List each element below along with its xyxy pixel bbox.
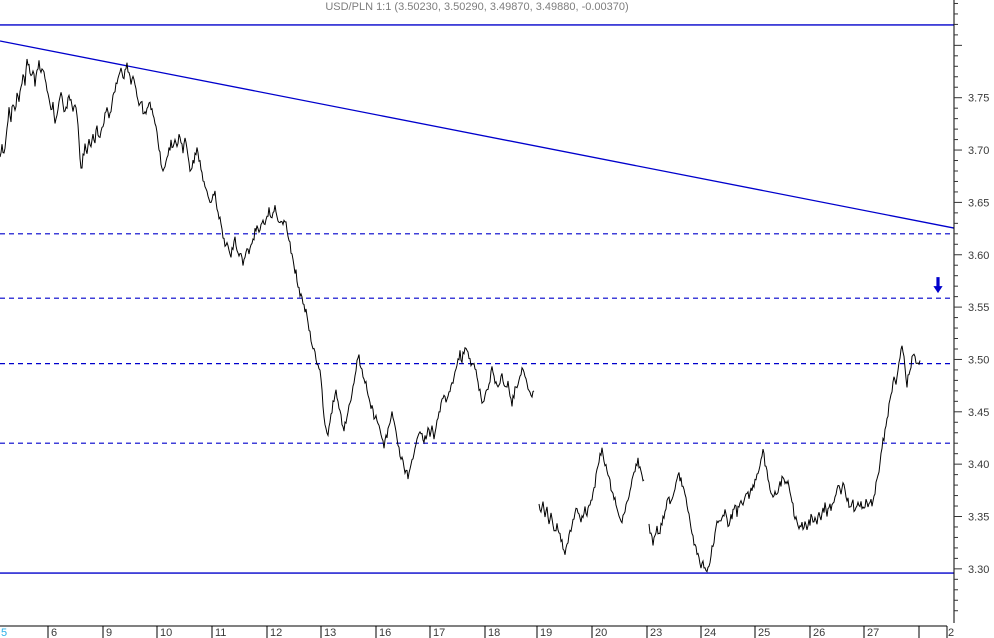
chart-title: USD/PLN 1:1 (3.50230, 3.50290, 3.49870, … <box>325 1 629 13</box>
x-axis-date-label: 27 <box>867 627 879 638</box>
y-axis-label: 3.35 <box>968 512 989 524</box>
x-axis-date-label: 18 <box>488 627 500 638</box>
price-line <box>0 58 921 573</box>
y-axis-label: 3.75 <box>968 93 989 105</box>
price-series <box>0 58 921 573</box>
x-axis-date-label: 23 <box>650 627 662 638</box>
x-axis-date-label: 19 <box>540 627 552 638</box>
x-axis-date-label: 11 <box>215 627 226 638</box>
y-axis-label: 3.40 <box>968 459 989 471</box>
x-axis-date-label: 26 <box>813 627 825 638</box>
x-axis-date-label: 6 <box>51 627 57 638</box>
y-axis-label: 3.55 <box>968 302 989 314</box>
x-axis-date-label: 20 <box>595 627 607 638</box>
y-axis-label: 3.30 <box>968 564 989 576</box>
x-axis-date-label: 25 <box>758 627 770 638</box>
x-axis-date-label: 9 <box>106 627 112 638</box>
x-axis-date-label: 12 <box>270 627 282 638</box>
x-axis-date-label: 2 <box>948 627 954 638</box>
x-axis-date-label: 13 <box>324 627 336 638</box>
x-axis-date-label: 24 <box>704 627 716 638</box>
y-axis: 3.30 3.35 3.40 3.45 3.50 3.55 3.60 3.65 3.70 3.75 <box>953 0 989 623</box>
y-axis-label: 3.70 <box>968 145 989 157</box>
y-axis-label: 3.60 <box>968 250 989 262</box>
down-arrow-icon <box>933 277 943 294</box>
x-axis-date-label: 10 <box>160 627 172 638</box>
y-axis-label: 3.45 <box>968 407 989 419</box>
descending-trendline <box>0 40 955 229</box>
x-axis-date-label: 16 <box>379 627 391 638</box>
x-axis-date-label: 5 <box>1 627 7 638</box>
y-axis-label: 3.65 <box>968 197 989 209</box>
x-axis: 5 6 9 10 11 12 13 16 17 18 19 20 23 24 25 26 27 2 <box>0 625 954 638</box>
y-axis-label: 3.50 <box>968 354 989 366</box>
x-axis-date-label: 17 <box>433 627 445 638</box>
overlay-lines <box>0 24 955 574</box>
